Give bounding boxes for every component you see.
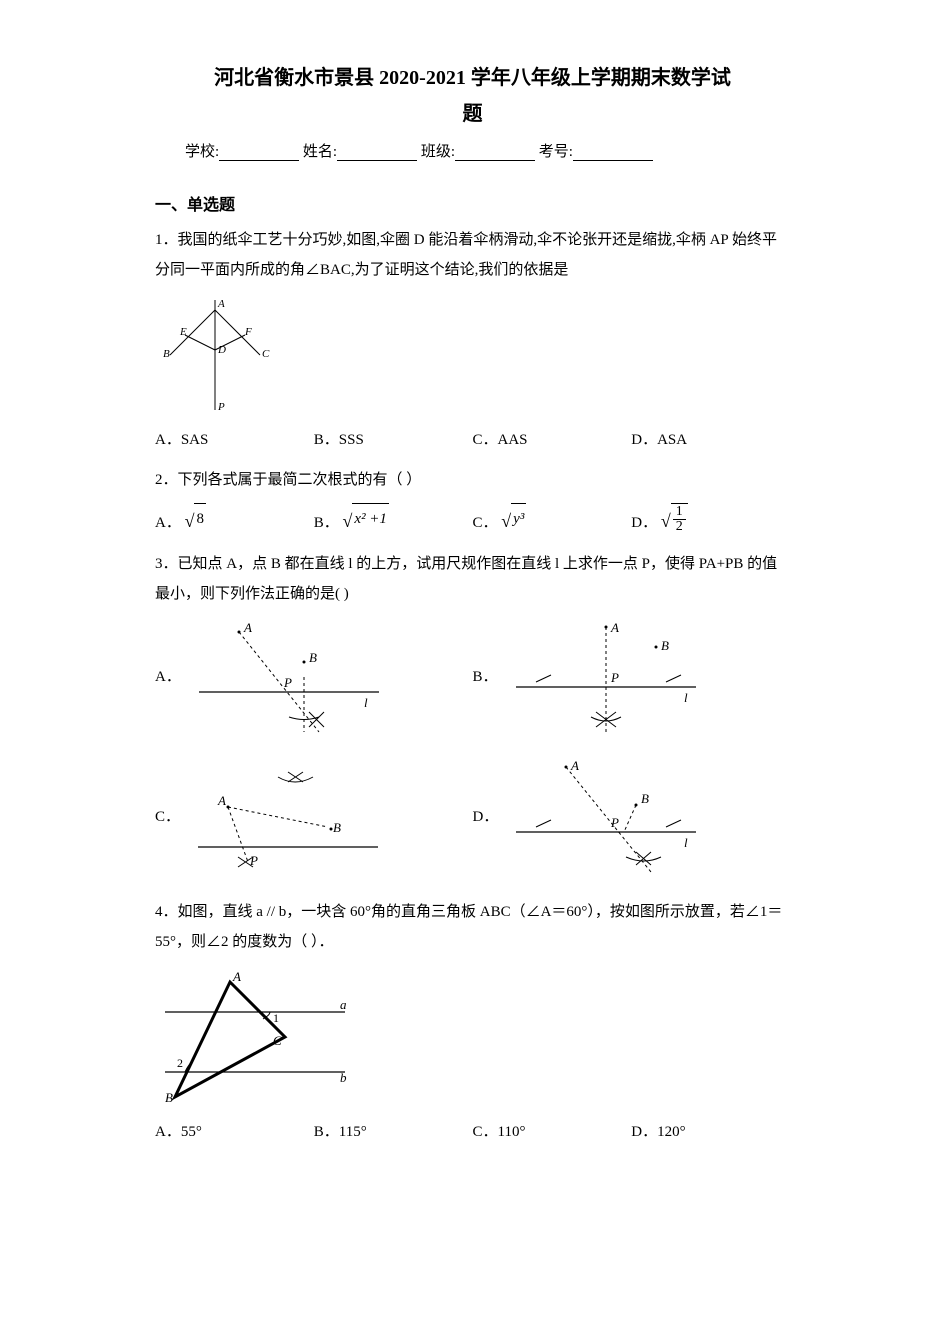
q3-diagram-a: A B P l xyxy=(189,617,389,737)
svg-text:P: P xyxy=(217,401,225,413)
svg-text:A: A xyxy=(217,298,225,310)
q3-opt-d[interactable]: D． A B P l xyxy=(473,757,791,877)
svg-text:l: l xyxy=(364,695,368,710)
q4-diagram: A B C a b 1 2 xyxy=(155,967,790,1107)
parallel-lines-triangle: A B C a b 1 2 xyxy=(155,967,355,1107)
umbrella-diagram: A E F B C D P xyxy=(155,295,275,415)
question-2: 2．下列各式属于最简二次根式的有（ ） xyxy=(155,465,790,495)
q2-opt-c[interactable]: C． y³ xyxy=(473,503,632,539)
svg-text:l: l xyxy=(684,835,688,850)
q1-diagram: A E F B C D P xyxy=(155,295,790,415)
name-blank[interactable] xyxy=(337,143,417,161)
q4-options: A．55° B．115° C．110° D．120° xyxy=(155,1117,790,1147)
q3-diagram-d: A B P l xyxy=(506,757,706,877)
id-label: 考号: xyxy=(539,144,573,160)
q1-opt-d[interactable]: D．ASA xyxy=(631,425,790,455)
q1-opt-a[interactable]: A．SAS xyxy=(155,425,314,455)
svg-text:P: P xyxy=(610,670,619,685)
svg-text:A: A xyxy=(217,793,226,808)
q3-diagram-b: A B P l xyxy=(506,617,706,737)
q1-opt-c[interactable]: C．AAS xyxy=(473,425,632,455)
school-label: 学校: xyxy=(185,144,219,160)
q2-opt-a[interactable]: A． 8 xyxy=(155,503,314,539)
q3-options-row2: C． A B P D． A B P l xyxy=(155,757,790,887)
svg-text:A: A xyxy=(570,758,579,773)
q4-opt-a[interactable]: A．55° xyxy=(155,1117,314,1147)
q3-text: 3．已知点 A，点 B 都在直线 l 的上方，试用尺规作图在直线 l 上求作一点… xyxy=(155,549,790,609)
q3-options-row1: A． A B P l B． A B P l xyxy=(155,617,790,747)
svg-text:A: A xyxy=(232,969,241,984)
q2-opt-b[interactable]: B． x² +1 xyxy=(314,503,473,539)
title-line2: 题 xyxy=(155,96,790,132)
q1-text: 1．我国的纸伞工艺十分巧妙,如图,伞圈 D 能沿着伞柄滑动,伞不论张开还是缩拢,… xyxy=(155,225,790,285)
exam-title: 河北省衡水市景县 2020-2021 学年八年级上学期期末数学试 题 xyxy=(155,60,790,132)
question-3: 3．已知点 A，点 B 都在直线 l 的上方，试用尺规作图在直线 l 上求作一点… xyxy=(155,549,790,609)
q3-opt-b[interactable]: B． A B P l xyxy=(473,617,791,737)
q1-opt-b[interactable]: B．SSS xyxy=(314,425,473,455)
svg-text:F: F xyxy=(244,326,252,338)
q4-opt-b[interactable]: B．115° xyxy=(314,1117,473,1147)
svg-text:B: B xyxy=(661,638,669,653)
q3-opt-a[interactable]: A． A B P l xyxy=(155,617,473,737)
id-blank[interactable] xyxy=(573,143,653,161)
svg-text:B: B xyxy=(165,1090,173,1105)
sqrt-x2plus1: x² +1 xyxy=(343,503,389,539)
student-info-row: 学校: 姓名: 班级: 考号: xyxy=(155,140,790,161)
question-4: 4．如图，直线 a // b，一块含 60°角的直角三角板 ABC（∠A＝60°… xyxy=(155,897,790,957)
school-blank[interactable] xyxy=(219,143,299,161)
svg-text:2: 2 xyxy=(177,1056,183,1070)
svg-text:B: B xyxy=(333,820,341,835)
svg-text:D: D xyxy=(217,344,226,356)
q3-diagram-c: A B P xyxy=(188,757,388,877)
q4-opt-c[interactable]: C．110° xyxy=(473,1117,632,1147)
sqrt-half: 12 xyxy=(661,503,688,539)
q1-options: A．SAS B．SSS C．AAS D．ASA xyxy=(155,425,790,455)
question-1: 1．我国的纸伞工艺十分巧妙,如图,伞圈 D 能沿着伞柄滑动,伞不论张开还是缩拢,… xyxy=(155,225,790,285)
title-line1: 河北省衡水市景县 2020-2021 学年八年级上学期期末数学试 xyxy=(155,60,790,96)
q4-text: 4．如图，直线 a // b，一块含 60°角的直角三角板 ABC（∠A＝60°… xyxy=(155,897,790,957)
svg-text:A: A xyxy=(610,620,619,635)
q2-text: 2．下列各式属于最简二次根式的有（ ） xyxy=(155,465,790,495)
svg-text:P: P xyxy=(610,815,619,830)
section-header: 一、单选题 xyxy=(155,191,790,215)
class-label: 班级: xyxy=(421,144,455,160)
name-label: 姓名: xyxy=(303,144,337,160)
q2-opt-d[interactable]: D． 12 xyxy=(631,503,790,539)
sqrt-8: 8 xyxy=(185,503,206,539)
svg-text:P: P xyxy=(249,853,258,868)
svg-text:C: C xyxy=(273,1033,282,1048)
svg-text:a: a xyxy=(340,997,347,1012)
svg-text:B: B xyxy=(163,348,170,360)
class-blank[interactable] xyxy=(455,143,535,161)
svg-text:B: B xyxy=(309,650,317,665)
q2-options: A． 8 B． x² +1 C． y³ D． 12 xyxy=(155,503,790,539)
svg-text:l: l xyxy=(684,690,688,705)
svg-text:b: b xyxy=(340,1070,347,1085)
svg-text:C: C xyxy=(262,348,270,360)
sqrt-y3: y³ xyxy=(501,503,526,539)
svg-text:P: P xyxy=(283,675,292,690)
svg-text:1: 1 xyxy=(273,1011,279,1025)
q3-opt-c[interactable]: C． A B P xyxy=(155,757,473,877)
svg-text:A: A xyxy=(243,620,252,635)
svg-text:E: E xyxy=(179,326,187,338)
svg-text:B: B xyxy=(641,791,649,806)
q4-opt-d[interactable]: D．120° xyxy=(631,1117,790,1147)
